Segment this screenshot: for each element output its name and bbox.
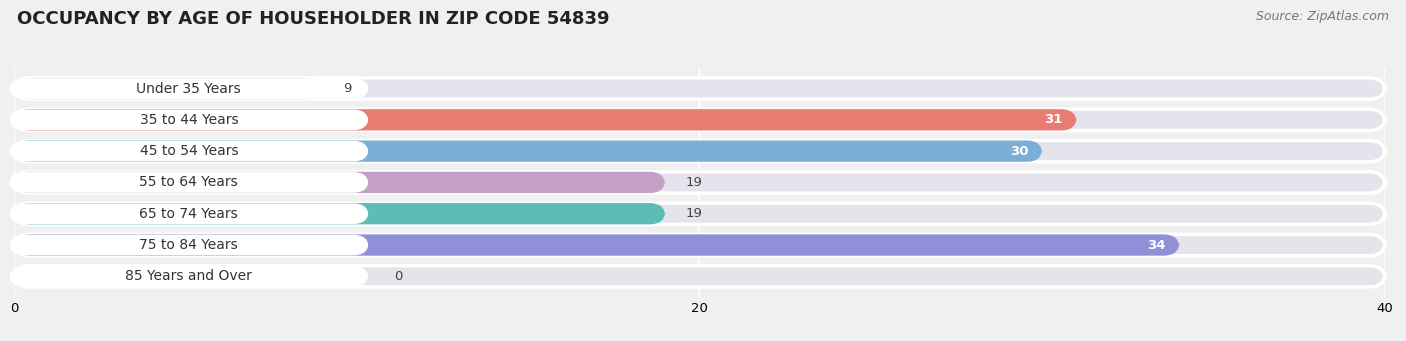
FancyBboxPatch shape <box>14 234 1385 256</box>
Text: Source: ZipAtlas.com: Source: ZipAtlas.com <box>1256 10 1389 23</box>
FancyBboxPatch shape <box>8 203 368 224</box>
Text: 34: 34 <box>1147 239 1166 252</box>
Text: 19: 19 <box>686 176 703 189</box>
Text: Under 35 Years: Under 35 Years <box>136 81 242 95</box>
Text: 35 to 44 Years: 35 to 44 Years <box>139 113 238 127</box>
Text: OCCUPANCY BY AGE OF HOUSEHOLDER IN ZIP CODE 54839: OCCUPANCY BY AGE OF HOUSEHOLDER IN ZIP C… <box>17 10 609 28</box>
FancyBboxPatch shape <box>14 78 1385 99</box>
FancyBboxPatch shape <box>14 78 322 99</box>
FancyBboxPatch shape <box>8 266 368 287</box>
FancyBboxPatch shape <box>14 140 1385 162</box>
Text: 55 to 64 Years: 55 to 64 Years <box>139 175 238 190</box>
Text: 65 to 74 Years: 65 to 74 Years <box>139 207 238 221</box>
FancyBboxPatch shape <box>14 172 665 193</box>
FancyBboxPatch shape <box>8 235 368 255</box>
FancyBboxPatch shape <box>14 203 665 224</box>
FancyBboxPatch shape <box>8 78 368 99</box>
Text: 85 Years and Over: 85 Years and Over <box>125 269 252 283</box>
FancyBboxPatch shape <box>14 203 1385 224</box>
Text: 31: 31 <box>1045 113 1063 126</box>
Text: 0: 0 <box>395 270 404 283</box>
Text: 19: 19 <box>686 207 703 220</box>
FancyBboxPatch shape <box>8 172 368 193</box>
Text: 9: 9 <box>343 82 352 95</box>
Text: 45 to 54 Years: 45 to 54 Years <box>139 144 238 158</box>
FancyBboxPatch shape <box>14 109 1385 131</box>
FancyBboxPatch shape <box>14 140 1042 162</box>
FancyBboxPatch shape <box>8 141 368 162</box>
FancyBboxPatch shape <box>14 109 1077 131</box>
Text: 75 to 84 Years: 75 to 84 Years <box>139 238 238 252</box>
FancyBboxPatch shape <box>14 172 1385 193</box>
FancyBboxPatch shape <box>8 109 368 130</box>
FancyBboxPatch shape <box>14 234 1180 256</box>
Text: 30: 30 <box>1010 145 1029 158</box>
FancyBboxPatch shape <box>14 266 1385 287</box>
